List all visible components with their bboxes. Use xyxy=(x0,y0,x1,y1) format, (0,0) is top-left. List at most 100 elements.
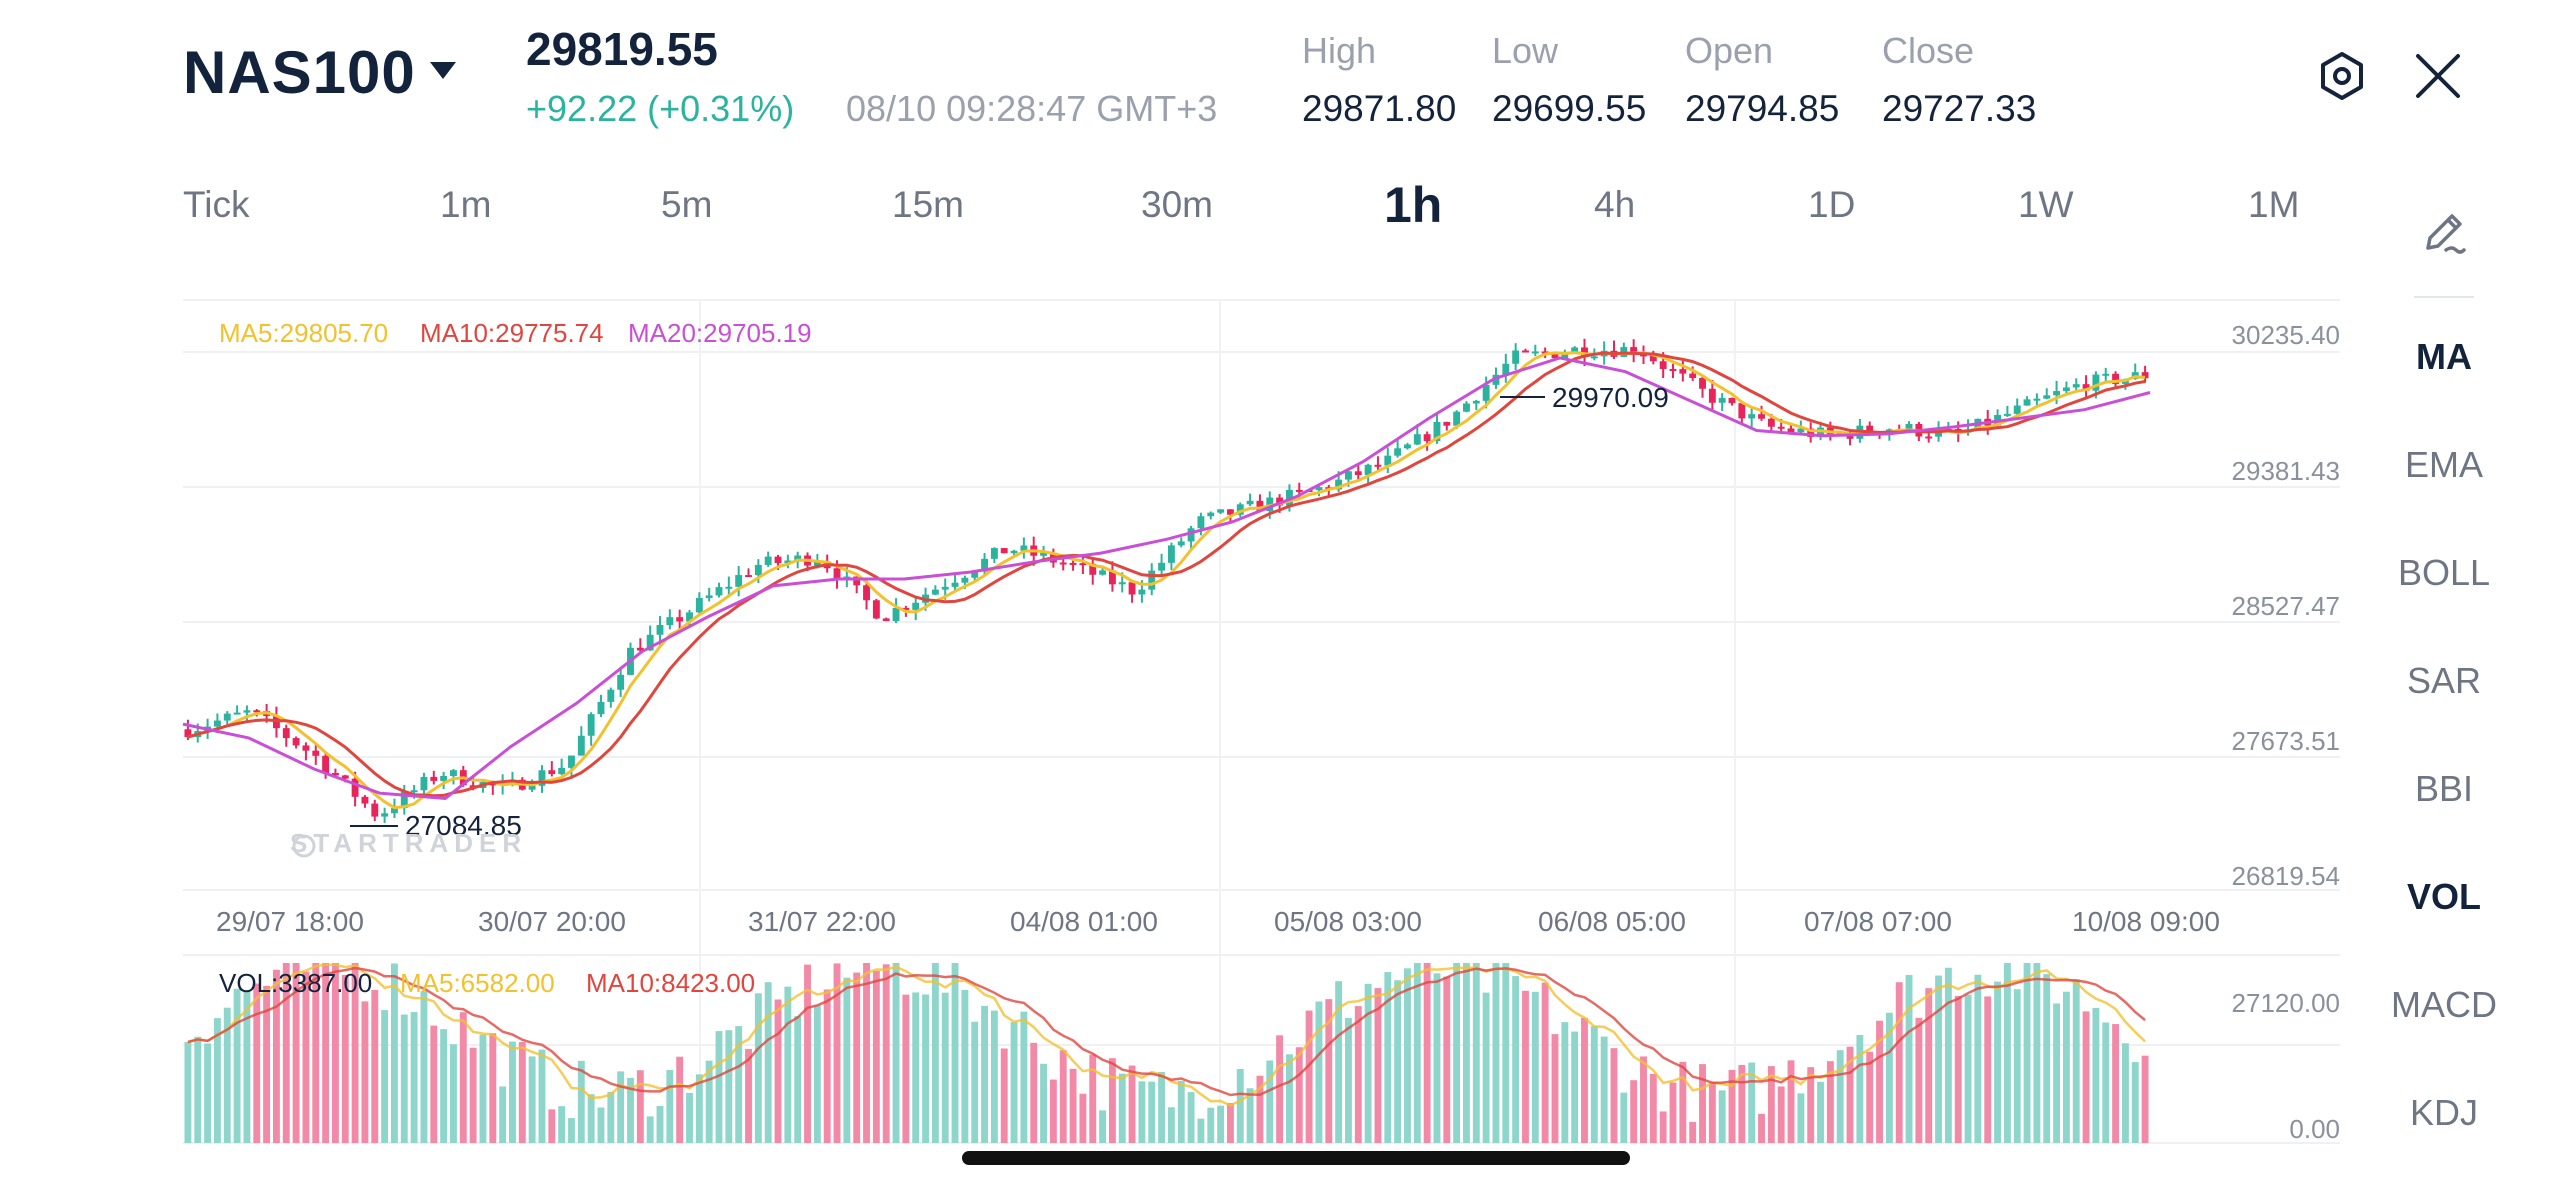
tab-4h[interactable]: 4h xyxy=(1594,184,1636,225)
candle xyxy=(1020,545,1028,551)
volume-bar xyxy=(1167,1107,1175,1143)
volume-bar xyxy=(941,992,949,1143)
candle xyxy=(2053,391,2061,396)
candle xyxy=(302,745,310,751)
candle xyxy=(1541,351,1549,354)
candle xyxy=(1148,570,1156,590)
candle xyxy=(1522,350,1529,353)
candle xyxy=(577,735,585,756)
tab-15m[interactable]: 15m xyxy=(892,184,964,225)
volume-bar xyxy=(479,1034,487,1143)
candle xyxy=(872,600,880,619)
indicator-sar[interactable]: SAR xyxy=(2406,660,2482,701)
volume-bar xyxy=(735,1026,743,1143)
candle xyxy=(1354,471,1362,475)
time-axis-label: 31/07 22:00 xyxy=(748,906,896,937)
volume-bar xyxy=(194,1036,202,1143)
tab-30m[interactable]: 30m xyxy=(1141,184,1213,225)
time-axis-label: 05/08 03:00 xyxy=(1274,906,1422,937)
tab-tick[interactable]: Tick xyxy=(183,184,250,225)
indicator-ma[interactable]: MA xyxy=(2416,336,2472,377)
volume-bar xyxy=(2033,963,2041,1143)
candle xyxy=(725,586,733,589)
side-divider xyxy=(2414,296,2474,298)
tab-1h[interactable]: 1h xyxy=(1384,177,1443,233)
volume-bar xyxy=(253,983,261,1143)
indicator-boll[interactable]: BOLL xyxy=(2397,552,2491,593)
volume-bar xyxy=(1915,1017,1923,1143)
volume-bar xyxy=(499,1086,507,1143)
volume-bar xyxy=(184,1042,192,1143)
candle xyxy=(764,556,772,565)
candle xyxy=(568,755,575,768)
volume-bar xyxy=(1069,1068,1077,1143)
volume-bar xyxy=(912,992,920,1143)
indicator-ema[interactable]: EMA xyxy=(2404,444,2483,485)
volume-bar xyxy=(558,1106,566,1143)
candle xyxy=(184,729,192,738)
volume-bar xyxy=(1482,992,1490,1143)
candle xyxy=(1925,436,1933,439)
candle xyxy=(1590,356,1598,359)
indicator-macd[interactable]: MACD xyxy=(2391,984,2497,1025)
stat-high-label: High xyxy=(1302,30,1377,71)
volume-bar xyxy=(686,1092,693,1143)
candle xyxy=(253,710,261,713)
candle xyxy=(381,813,389,817)
volume-bar xyxy=(243,991,251,1143)
volume-bar xyxy=(1797,1093,1805,1143)
home-indicator[interactable] xyxy=(962,1151,1630,1165)
volume-bar xyxy=(391,963,398,1143)
candlestick-series xyxy=(184,338,2149,823)
candle xyxy=(1748,414,1756,419)
volume-bar xyxy=(2013,989,2021,1143)
settings-icon[interactable] xyxy=(2316,50,2368,102)
volume-bar xyxy=(1256,1075,1264,1143)
tab-5m[interactable]: 5m xyxy=(661,184,713,225)
volume-bar xyxy=(1266,1060,1274,1143)
tab-1d[interactable]: 1D xyxy=(1808,184,1856,225)
candle xyxy=(2023,399,2031,406)
candle xyxy=(1797,428,1805,433)
candle xyxy=(607,689,615,702)
pencil-draw-icon[interactable] xyxy=(2418,208,2468,258)
tab-1mo[interactable]: 1M xyxy=(2248,184,2300,225)
volume-bar xyxy=(420,991,428,1143)
stat-low-label: Low xyxy=(1492,30,1559,71)
symbol-selector[interactable]: NAS100 xyxy=(183,39,416,106)
volume-bar xyxy=(2082,1011,2090,1143)
close-icon[interactable] xyxy=(2412,50,2464,102)
volume-bar xyxy=(1246,1088,1254,1143)
ma10-line xyxy=(187,351,2146,798)
candle xyxy=(990,548,998,559)
candle xyxy=(322,755,330,773)
volume-bar xyxy=(823,989,831,1143)
candle xyxy=(1158,562,1166,571)
indicator-bbi[interactable]: BBI xyxy=(2414,768,2474,809)
candle xyxy=(686,612,693,622)
volume-bar xyxy=(450,1044,457,1143)
candle xyxy=(971,571,979,578)
candle xyxy=(450,770,457,776)
indicator-vol[interactable]: VOL xyxy=(2406,876,2481,917)
volume-bar xyxy=(2062,991,2070,1143)
volume-bar xyxy=(784,986,792,1143)
volume-bar xyxy=(1158,1072,1166,1143)
brand-watermark: STARTRADER xyxy=(290,828,528,858)
price-axis-label: 30235.40 xyxy=(2231,320,2340,350)
tab-1m[interactable]: 1m xyxy=(440,184,492,225)
volume-bar xyxy=(1807,1067,1815,1143)
candle xyxy=(312,750,320,756)
tab-1w[interactable]: 1W xyxy=(2018,184,2074,225)
caret-down-icon[interactable] xyxy=(430,62,456,79)
volume-bar xyxy=(961,989,969,1143)
volume-bar xyxy=(1954,995,1962,1143)
candle xyxy=(1561,353,1569,359)
indicator-kdj[interactable]: KDJ xyxy=(2409,1092,2478,1133)
volume-bar xyxy=(1049,1079,1057,1143)
candle xyxy=(1010,550,1018,554)
volume-bar xyxy=(1984,996,1992,1143)
candle xyxy=(1167,545,1175,563)
time-axis-label: 04/08 01:00 xyxy=(1010,906,1158,937)
